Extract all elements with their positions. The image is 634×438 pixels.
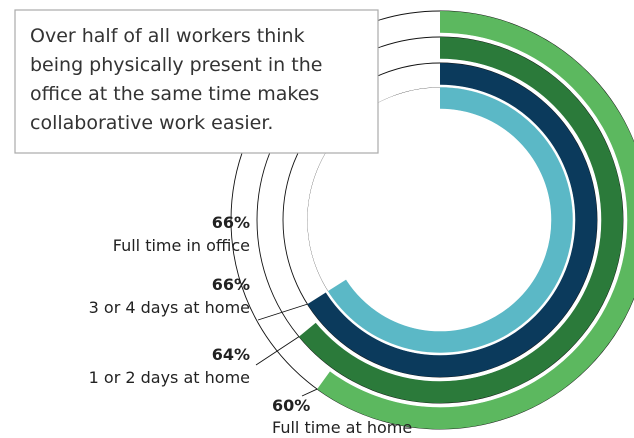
labels: 66% Full time in office 66% 3 or 4 days at … bbox=[89, 213, 413, 437]
leader-line bbox=[301, 388, 318, 397]
value-label: 66% bbox=[212, 213, 250, 232]
ring-bar bbox=[299, 37, 623, 403]
legend-label: Full time at home bbox=[272, 418, 412, 437]
ring-separator bbox=[328, 108, 552, 332]
legend-label: 1 or 2 days at home bbox=[89, 368, 250, 387]
leader-line bbox=[255, 336, 300, 366]
ring-separator bbox=[304, 84, 576, 356]
rings bbox=[230, 10, 634, 430]
ring-bar bbox=[327, 87, 573, 353]
callout-text: collaborative work easier. bbox=[30, 112, 273, 134]
legend-label: Full time in office bbox=[113, 236, 250, 255]
ring-separator bbox=[252, 32, 628, 408]
callout-box bbox=[14, 9, 379, 154]
value-label: 64% bbox=[212, 345, 250, 364]
leader-line bbox=[257, 303, 308, 321]
callout-text: office at the same time makes bbox=[30, 83, 319, 105]
callout: Over half of all workers think being phys… bbox=[30, 25, 322, 134]
ring-bar bbox=[307, 63, 597, 377]
ring-separator bbox=[278, 58, 602, 382]
callout-text: Over half of all workers think bbox=[30, 25, 305, 47]
callout-text: being physically present in the bbox=[30, 54, 322, 76]
legend-label: 3 or 4 days at home bbox=[89, 298, 250, 317]
value-label: 66% bbox=[212, 275, 250, 294]
ring-bar bbox=[317, 11, 634, 429]
value-label: 60% bbox=[272, 396, 310, 415]
